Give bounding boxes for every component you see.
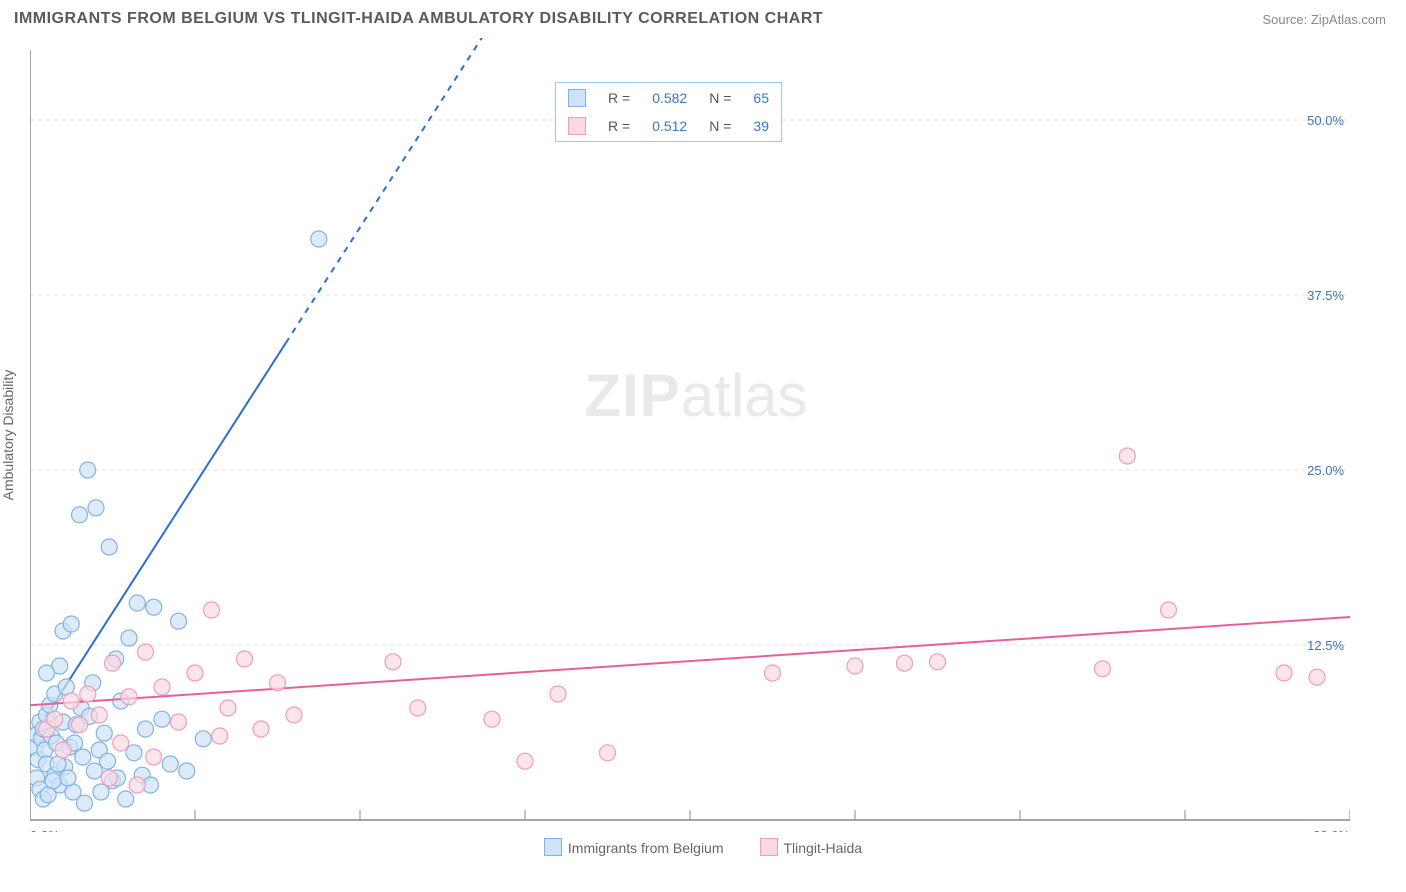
chart-title: IMMIGRANTS FROM BELGIUM VS TLINGIT-HAIDA… [14, 10, 823, 28]
svg-text:50.0%: 50.0% [1307, 113, 1344, 128]
source-prefix: Source: [1262, 12, 1310, 27]
series-legend: Immigrants from Belgium Tlingit-Haida [0, 838, 1406, 856]
svg-text:0.0%: 0.0% [30, 828, 60, 832]
svg-text:37.5%: 37.5% [1307, 288, 1344, 303]
legend-item: Tlingit-Haida [760, 840, 863, 856]
legend-item: Immigrants from Belgium [544, 840, 724, 856]
source-link[interactable]: ZipAtlas.com [1311, 12, 1386, 27]
correlation-legend: R =0.582N =65R =0.512N =39 [555, 82, 782, 142]
svg-text:12.5%: 12.5% [1307, 638, 1344, 653]
svg-text:25.0%: 25.0% [1307, 463, 1344, 478]
y-axis-label: Ambulatory Disability [0, 370, 16, 501]
source: Source: ZipAtlas.com [1262, 12, 1386, 27]
svg-text:80.0%: 80.0% [1313, 828, 1350, 832]
scatter-chart: 12.5% 25.0% 37.5% 50.0% 0.0% 80.0% [30, 38, 1350, 832]
